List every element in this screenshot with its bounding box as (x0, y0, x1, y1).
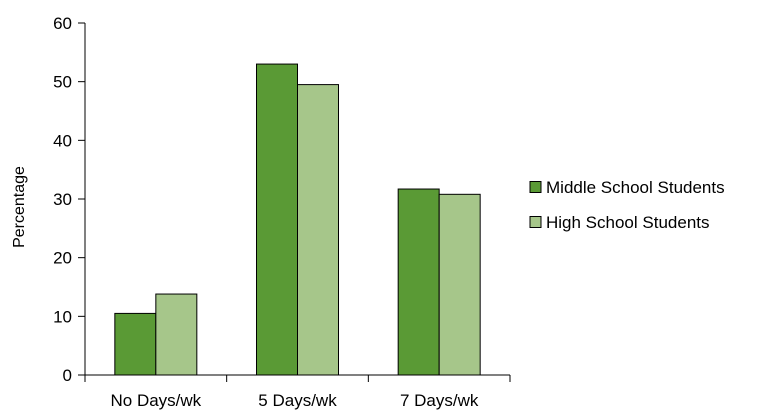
x-tick-label: 7 Days/wk (400, 391, 479, 410)
bar (297, 84, 339, 376)
y-tick-label: 10 (53, 307, 72, 326)
y-tick-label: 50 (53, 73, 72, 92)
x-tick-label: 5 Days/wk (258, 391, 337, 410)
legend-swatch (529, 181, 542, 193)
legend-label: Middle School Students (546, 178, 725, 197)
y-tick-label: 60 (53, 14, 72, 33)
y-axis-title: Percentage (11, 166, 28, 248)
y-tick-label: 40 (53, 131, 72, 150)
bar (114, 312, 157, 376)
y-tick-label: 30 (53, 190, 72, 209)
bar (397, 188, 440, 376)
legend: Middle School Students High School Studen… (529, 178, 725, 232)
y-tick-label: 20 (53, 249, 72, 268)
bar (155, 293, 198, 376)
bar (256, 63, 298, 376)
y-axis: 0 10 20 30 40 50 60 (53, 14, 86, 385)
legend-label: High School Students (546, 213, 710, 232)
x-axis: No Days/wk 5 Days/wk 7 Days/wk (84, 374, 511, 410)
legend-swatch (529, 216, 542, 228)
y-tick-label: 0 (63, 366, 72, 385)
bar (438, 193, 481, 376)
x-tick-label: No Days/wk (110, 391, 201, 410)
bars (114, 63, 481, 376)
